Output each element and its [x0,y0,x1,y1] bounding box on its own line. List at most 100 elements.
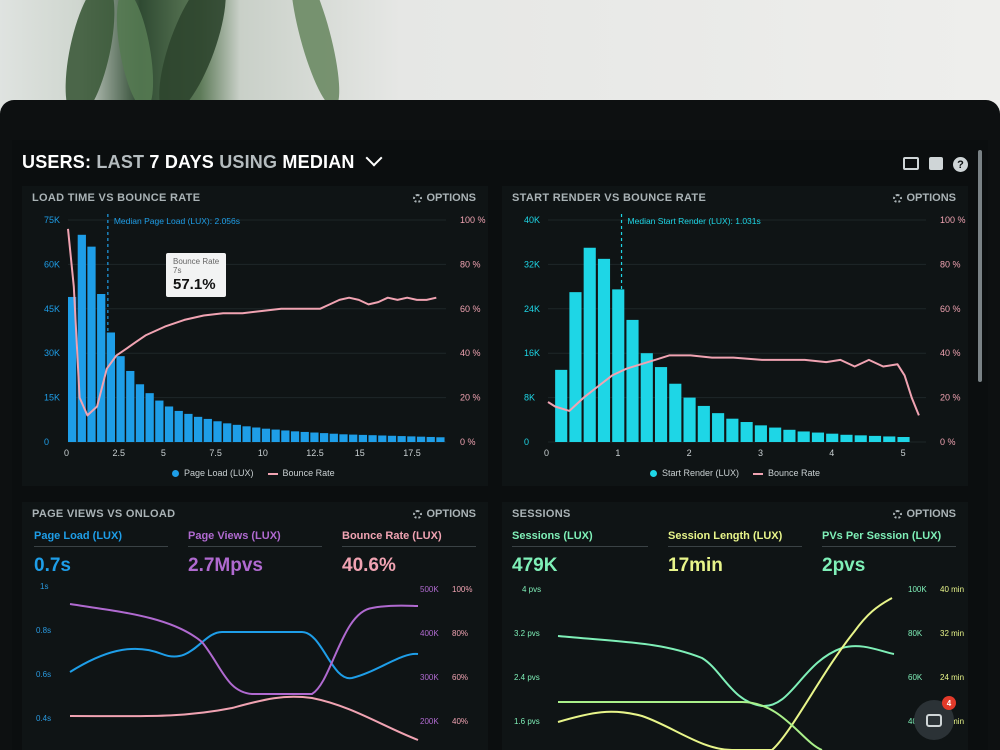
panel-title: START RENDER VS BOUNCE RATE [512,192,707,204]
x-tick-label: 5 [161,448,166,458]
bar [826,433,839,442]
y3-tick: 60% [452,673,468,682]
bar [300,431,309,442]
title-prefix: USERS: [22,152,92,172]
monitor-frame: USERS: LAST 7 DAYS USING MEDIAN ? LOAD T… [0,100,1000,750]
bar [126,370,135,442]
y2-tick: 200K [420,717,439,726]
help-icon[interactable]: ? [953,157,968,172]
y2-tick-label: 40 % [460,348,481,358]
kpi-sessions: Sessions (LUX) 479K [512,530,648,577]
scrollbar[interactable] [978,150,982,382]
median-label: Median Page Load (LUX): 2.056s [114,216,240,226]
dashboard-title[interactable]: USERS: LAST 7 DAYS USING MEDIAN [22,149,383,173]
y-tick: 0.4s [36,714,51,723]
kpi-label: PVs Per Session (LUX) [822,530,956,547]
y2-tick: 500K [420,585,439,594]
chat-button[interactable]: 4 [914,696,956,740]
plant-decoration [109,0,161,112]
bar [68,296,77,442]
options-button[interactable]: OPTIONS [413,192,476,204]
legend-label: Bounce Rate [768,468,821,478]
bar [281,430,290,442]
y2-tick-label: 0 % [460,437,476,447]
bar [583,247,596,442]
bar [597,258,611,442]
options-button[interactable]: OPTIONS [893,508,956,520]
bar [626,319,639,442]
bounce-rate-line [69,695,419,741]
tooltip-value: 57.1% [173,276,216,293]
options-button[interactable]: OPTIONS [413,508,476,520]
kpi-page-views: Page Views (LUX) 2.7Mpvs [188,530,322,577]
bar [252,427,261,442]
bar [726,418,739,442]
y-tick: 1.6 pvs [514,717,540,726]
x-tick-label: 0 [64,448,69,458]
options-label: OPTIONS [426,192,476,204]
kpi-label: Sessions (LUX) [512,530,648,547]
dashboard-screen: USERS: LAST 7 DAYS USING MEDIAN ? LOAD T… [12,140,988,750]
kpi-pvs-per-session: PVs Per Session (LUX) 2pvs [822,530,956,577]
gear-icon [413,509,423,519]
bar [669,383,682,442]
bar [310,432,319,442]
options-button[interactable]: OPTIONS [893,192,956,204]
y-tick: 4 pvs [522,585,541,594]
y-tick-label: 40K [524,215,540,225]
gear-icon [893,509,903,519]
bar [87,246,96,442]
bar [213,421,222,442]
bounce-rate-tooltip: Bounce Rate 7s 57.1% [166,253,227,297]
monitor-icon[interactable] [903,157,919,170]
kpi-value: 2pvs [822,555,866,576]
bar [194,416,203,442]
bar [135,384,145,442]
bar [106,332,116,442]
bar [164,406,174,442]
bar [697,405,710,442]
bar [368,435,377,442]
bounce-rate-line [547,354,920,416]
bar [184,413,193,442]
chevron-down-icon[interactable] [365,149,383,167]
background-photo [0,0,1000,124]
y3-tick: 32 min [940,629,964,638]
legend-item[interactable]: Bounce Rate [267,468,335,478]
y2-tick: 100K [908,585,927,594]
bar [416,436,426,442]
bar [223,423,232,442]
legend-item[interactable]: Page Load (LUX) [172,468,254,478]
y-tick: 0.6s [36,670,51,679]
x-tick-label: 2 [687,448,692,458]
title-metric: MEDIAN [282,152,355,172]
bar [569,292,582,442]
kpi-bounce-rate: Bounce Rate (LUX) 40.6% [342,530,476,577]
session-length-line [557,597,893,750]
x-tick-label: 5 [901,448,906,458]
bar [77,234,86,442]
legend-item[interactable]: Start Render (LUX) [650,468,739,478]
bar [358,434,368,442]
bar [397,436,406,442]
legend-item[interactable]: Bounce Rate [753,468,820,478]
image-icon[interactable] [929,157,943,170]
bar [783,429,796,442]
y2-tick-label: 20 % [940,393,961,403]
bar [155,400,164,442]
bar [329,433,338,442]
y2-tick-label: 80 % [940,259,961,269]
y-tick-label: 15K [44,393,60,403]
chart-legend: Start Render (LUX) Bounce Rate [650,468,820,478]
bar [426,436,435,442]
bar [145,393,154,442]
options-label: OPTIONS [906,192,956,204]
y-tick: 3.2 pvs [514,629,540,638]
page-views-chart: 1s 0.8s 0.6s 0.4s 500K 400K 300K 200K 10… [36,582,472,741]
load-time-vs-bounce-rate-panel: LOAD TIME VS BOUNCE RATE OPTIONS 0 0 % 15K… [22,186,488,486]
panel-title: LOAD TIME VS BOUNCE RATE [32,192,201,204]
legend-label: Bounce Rate [282,468,335,478]
x-tick-label: 1 [615,448,620,458]
y-tick-label: 0 [44,437,49,447]
bar [378,435,387,442]
